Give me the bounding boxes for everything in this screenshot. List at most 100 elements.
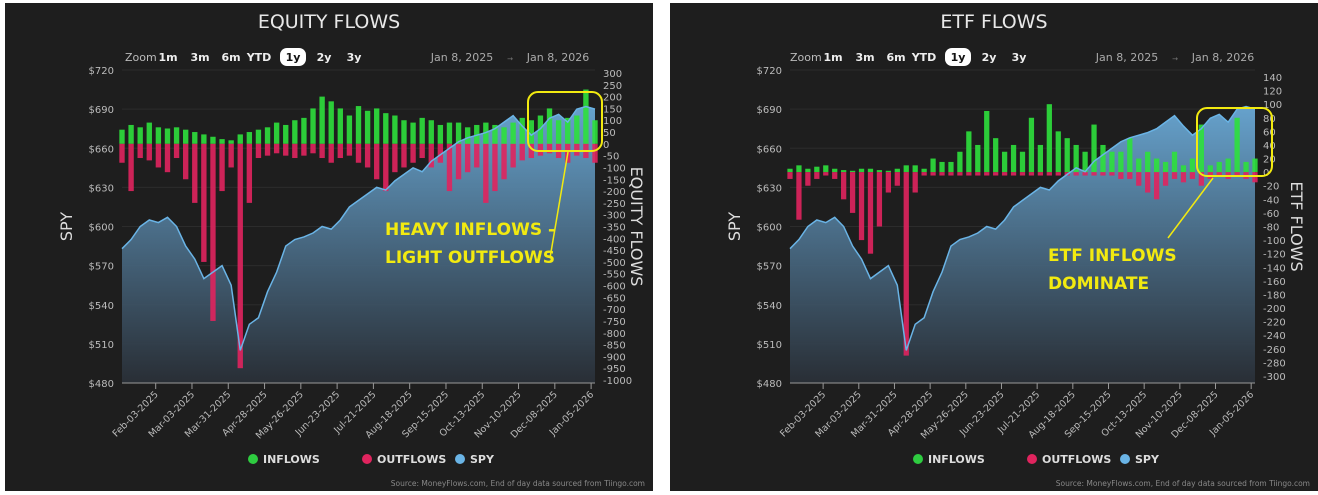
y-right-tick: -100 <box>603 163 626 174</box>
inflow-bar <box>903 165 909 173</box>
date-to-input[interactable]: Jan 8, 2026 <box>526 51 589 64</box>
y-right-tick: -350 <box>603 223 626 234</box>
inflow-bar <box>119 129 125 144</box>
inflow-bar <box>1171 151 1178 173</box>
inflow-bar <box>1091 124 1097 173</box>
outflow-bar <box>383 143 389 192</box>
inflow-bar <box>1118 151 1124 173</box>
outflow-bar <box>1001 172 1008 176</box>
inflow-bar <box>574 115 580 144</box>
outflow-bar <box>903 172 909 356</box>
inflow-bar <box>796 165 802 173</box>
date-from-input[interactable]: Jan 8, 2025 <box>1095 51 1158 64</box>
y-left-tick: $660 <box>757 144 782 155</box>
annotation-highlight-box <box>527 91 603 152</box>
outflow-bar <box>519 143 525 161</box>
zoom-button-6m[interactable]: 6m <box>221 51 240 64</box>
date-from-input[interactable]: Jan 8, 2025 <box>430 51 493 64</box>
outflow-bar <box>1082 172 1088 176</box>
zoom-active-bg[interactable] <box>280 48 306 66</box>
outflow-bar <box>182 143 189 180</box>
legend-spy-marker[interactable] <box>1120 454 1130 464</box>
legend-spy[interactable]: SPY <box>1135 453 1160 466</box>
legend-inflows[interactable]: INFLOWS <box>263 453 320 466</box>
outflow-bar <box>283 143 289 156</box>
outflow-bar <box>1037 172 1044 176</box>
inflow-bar <box>814 166 820 173</box>
zoom-button-3m[interactable]: 3m <box>190 51 209 64</box>
inflow-bar <box>146 122 152 144</box>
inflow-bar <box>374 108 380 144</box>
y-left-tick: $510 <box>89 340 114 351</box>
legend-spy-marker[interactable] <box>455 454 465 464</box>
y-right-tick: -80 <box>1263 223 1279 234</box>
outflow-bar <box>246 143 253 203</box>
outflow-bar <box>201 143 207 262</box>
zoom-button-1y[interactable]: 1y <box>951 51 966 64</box>
zoom-button-3y[interactable]: 3y <box>1012 51 1027 64</box>
inflow-bar <box>210 136 216 144</box>
legend-outflows-marker[interactable] <box>1027 454 1037 464</box>
zoom-button-1y[interactable]: 1y <box>286 51 301 64</box>
inflow-bar <box>283 124 289 144</box>
y-left-tick: $570 <box>757 262 782 273</box>
zoom-button-YTD[interactable]: YTD <box>911 51 937 64</box>
inflow-bar <box>957 151 963 173</box>
y-right-tick: -400 <box>603 234 626 245</box>
y-right-tick: -700 <box>603 305 626 316</box>
outflow-bar <box>419 143 425 159</box>
outflow-bar <box>164 143 171 173</box>
outflow-bar <box>192 143 198 203</box>
inflow-bar <box>392 115 398 144</box>
y-right-tick: 80 <box>1263 114 1276 125</box>
outflow-bar <box>975 172 981 176</box>
y-right-tick: 200 <box>603 93 622 104</box>
inflow-bar <box>1207 165 1213 173</box>
y-right-tick: -850 <box>603 341 626 352</box>
inflow-bar <box>930 158 936 173</box>
outflow-bar <box>137 143 143 159</box>
outflow-bar <box>401 143 407 168</box>
inflow-bar <box>1180 165 1187 173</box>
outflow-bar <box>930 172 936 176</box>
inflow-bar <box>1225 158 1231 173</box>
outflow-bar <box>264 143 271 156</box>
y-right-tick: -600 <box>603 282 626 293</box>
zoom-button-YTD[interactable]: YTD <box>246 51 272 64</box>
inflow-bar <box>510 122 516 144</box>
inflow-bar <box>1001 151 1008 173</box>
y-right-tick: -260 <box>1263 345 1286 356</box>
legend-outflows-marker[interactable] <box>362 454 372 464</box>
zoom-button-3y[interactable]: 3y <box>347 51 362 64</box>
equity-flows-chart: EQUITY FLOWS Zoom 1m 3m 6m YTD 1y 2y 3y Jan 8, 20… <box>57 11 646 488</box>
y-left-tick: $480 <box>757 379 782 390</box>
legend-outflows[interactable]: OUTFLOWS <box>1042 453 1111 466</box>
zoom-button-1m[interactable]: 1m <box>823 51 842 64</box>
inflow-bar <box>264 127 271 144</box>
zoom-button-2y[interactable]: 2y <box>317 51 332 64</box>
y-left-tick: $720 <box>89 66 114 77</box>
zoom-button-2y[interactable]: 2y <box>982 51 997 64</box>
y-right-tick: -300 <box>603 211 626 222</box>
outflow-bar <box>337 143 343 159</box>
outflow-bar <box>841 172 847 200</box>
zoom-button-3m[interactable]: 3m <box>855 51 874 64</box>
zoom-button-1m[interactable]: 1m <box>158 51 177 64</box>
legend-inflows-marker[interactable] <box>248 454 258 464</box>
legend-inflows-marker[interactable] <box>913 454 923 464</box>
zoom-active-bg[interactable] <box>945 48 971 66</box>
legend-outflows[interactable]: OUTFLOWS <box>377 453 446 466</box>
outflow-bar <box>948 172 954 176</box>
outflow-bar <box>966 172 972 176</box>
inflow-bar <box>984 110 990 173</box>
legend-inflows[interactable]: INFLOWS <box>928 453 985 466</box>
zoom-button-6m[interactable]: 6m <box>886 51 905 64</box>
date-to-input[interactable]: Jan 8, 2026 <box>1191 51 1254 64</box>
legend-spy[interactable]: SPY <box>470 453 495 466</box>
inflow-bar <box>832 168 838 173</box>
inflow-bar <box>355 106 362 144</box>
inflow-bar <box>173 127 180 144</box>
outflow-bar <box>805 172 811 186</box>
y-right-tick: -900 <box>603 352 626 363</box>
inflow-bar <box>410 122 416 144</box>
